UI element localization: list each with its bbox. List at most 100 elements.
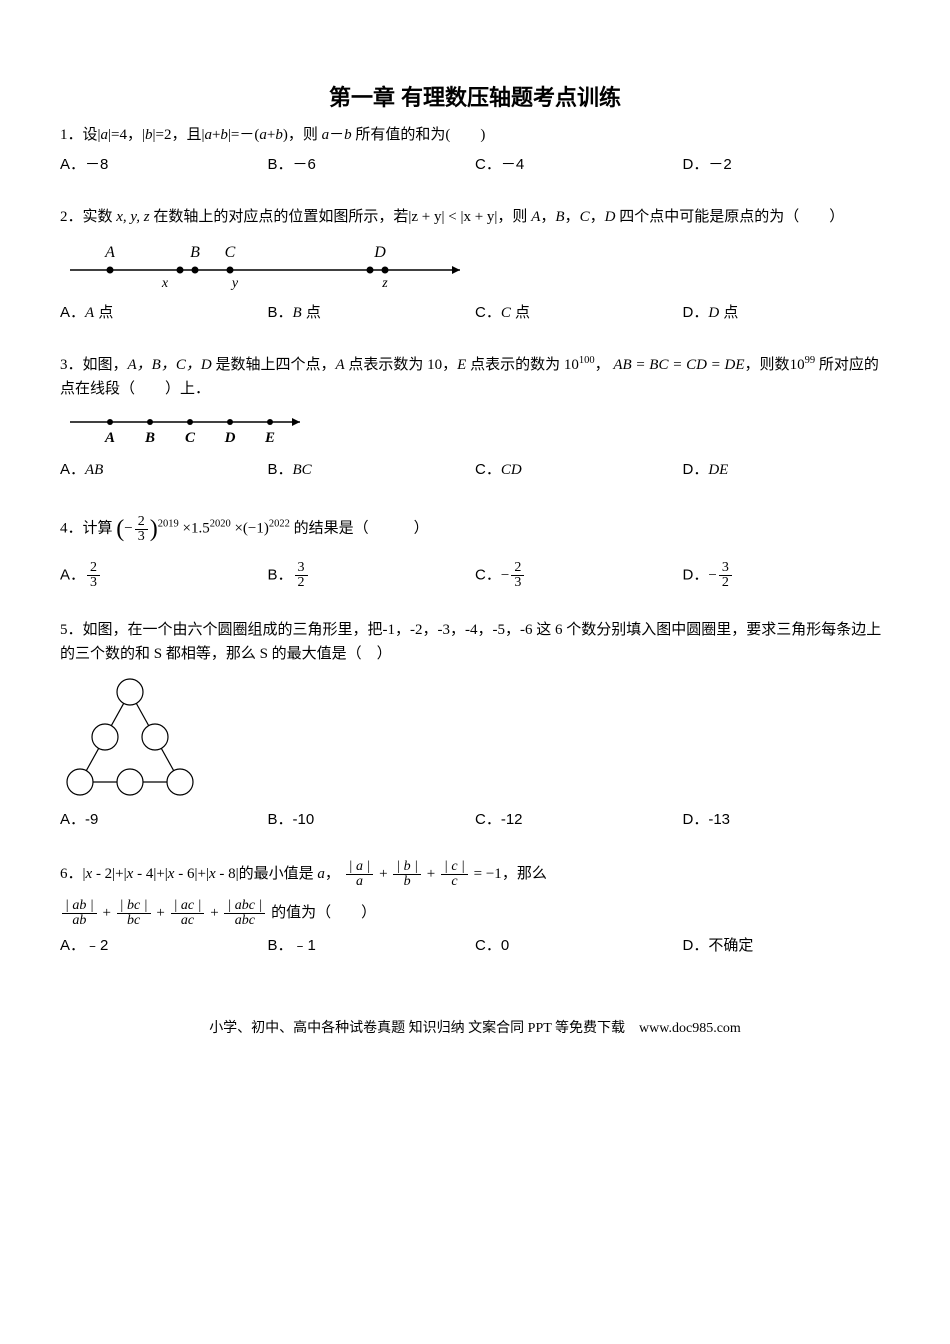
q3-eqs: AB = BC = CD = DE: [613, 357, 744, 373]
q3-number-line: A B C D E: [60, 407, 320, 452]
q3-A: A: [335, 357, 344, 373]
q6-opt-c: C．0: [475, 934, 683, 958]
q4-b-num: 3: [295, 561, 308, 576]
q6-fab-d: ab: [62, 914, 97, 928]
q2-opt-b-val: 点: [302, 304, 321, 321]
q3-t2: 是数轴上四个点，: [212, 357, 336, 373]
q4-options: A．23 B．32 C．−23 D．−32: [60, 561, 890, 590]
question-6: 6．|x - 2|+|x - 4|+|x - 6|+|x - 8|的最小值是 a…: [60, 860, 890, 958]
q1-a2: a: [204, 127, 212, 143]
q2-diag-z: z: [381, 276, 388, 291]
q3-t1: 3．如图，: [60, 357, 128, 373]
q6-fabc-d: abc: [224, 914, 265, 928]
q5-options: A．-9 B．-10 C．-12 D．-13: [60, 808, 890, 832]
q1-a3: a: [259, 127, 267, 143]
q6-stem: 6．|x - 2|+|x - 4|+|x - 6|+|x - 8|的最小值是 a…: [60, 860, 890, 889]
q2-diag-B: B: [190, 244, 200, 261]
q2-opt-a-pre: A: [85, 305, 94, 321]
q3-t5: ，则数: [745, 357, 790, 373]
q4-times: ×1.5: [179, 521, 210, 537]
q2-cond-l: |z + y|: [408, 209, 444, 225]
q5-opt-b: B．-10: [268, 808, 476, 832]
q2-t1: 2．实数: [60, 209, 116, 225]
q4-opt-d: D．−32: [683, 561, 891, 590]
q3-opt-a-val: AB: [85, 462, 103, 478]
q6-p5: +: [206, 905, 222, 921]
q2-cond-lt: <: [444, 209, 460, 225]
q4-b-den: 2: [295, 576, 308, 590]
q4-d-num: 3: [719, 561, 732, 576]
q3-comma: ，: [595, 357, 610, 373]
q2-diag-C: C: [225, 244, 236, 261]
q1-t9: 所有值的和为( ): [352, 127, 486, 143]
q6-p4: +: [153, 905, 169, 921]
q2-diag-D: D: [373, 244, 386, 261]
q6-m4: - 4|+|: [133, 866, 167, 882]
q6-stem2: | ab |ab + | bc |bc + | ac |ac + | abc |…: [60, 899, 890, 928]
q4-t2: 的结果是（ ）: [290, 521, 429, 537]
q3-stem: 3．如图，A，B，C，D 是数轴上四个点，A 点表示数为 10，E 点表示的数为…: [60, 353, 890, 401]
q4-opt-a: A．23: [60, 561, 268, 590]
q1-opt-c: C．－4: [475, 153, 683, 177]
q4-frac: 23: [135, 515, 148, 544]
q2-opt-a: A．A 点: [60, 301, 268, 325]
q2-opt-d-val: 点: [719, 304, 738, 321]
q6-t1: 6．|: [60, 866, 86, 882]
q3-opt-b: B．BC: [268, 458, 476, 482]
q6-fb-n: | b |: [393, 860, 421, 875]
q6-m2: - 2|+|: [92, 866, 126, 882]
q2-stem: 2．实数 x, y, z 在数轴上的对应点的位置如图所示，若|z + y| < …: [60, 205, 890, 229]
q1-a4: a: [322, 127, 330, 143]
q6-comma: ，: [325, 866, 340, 882]
q6-fbc-d: bc: [117, 914, 151, 928]
q4-c-den: 3: [511, 576, 524, 590]
q6-fabc-n: | abc |: [224, 899, 265, 914]
q6-m6: - 6|+|: [174, 866, 208, 882]
q3-diag-A: A: [104, 430, 115, 446]
q3-options: A．AB B．BC C．CD D．DE: [60, 458, 890, 482]
q3-abcd: A，B，C，D: [128, 357, 212, 373]
q6-p3: +: [99, 905, 115, 921]
q1-t3: |=2，且|: [152, 127, 204, 143]
q1-t8: －: [329, 127, 344, 143]
q2-opt-c-val: 点: [511, 304, 530, 321]
q2-t3: ，则: [497, 209, 531, 225]
q6-fc-n: | c |: [441, 860, 468, 875]
q6-fb-d: b: [393, 875, 421, 889]
q2-opt-d-pre: D: [708, 305, 719, 321]
q3-diag-D: D: [224, 430, 236, 446]
q2-A: A: [531, 209, 540, 225]
q4-rparen: ): [150, 516, 158, 542]
q1-stem: 1．设|a|=4，|b|=2，且|a+b|=－(a+b)，则 a－b 所有值的和…: [60, 123, 890, 147]
q1-opt-c-val: －4: [501, 156, 524, 173]
q6-opt-a: A．﹣2: [60, 934, 268, 958]
q5-opt-b-val: -10: [293, 811, 315, 828]
q5-opt-c-val: -12: [501, 811, 523, 828]
q3-opt-d: D．DE: [683, 458, 891, 482]
q5-opt-d: D．-13: [683, 808, 891, 832]
q2-xyz: x, y, z: [116, 209, 149, 225]
q1-a1: a: [101, 127, 109, 143]
q1-options: A．－8 B．－6 C．－4 D．－2: [60, 153, 890, 177]
q1-t1: 1．设|: [60, 127, 101, 143]
q4-c-neg: −: [501, 567, 509, 583]
q4-opt-b: B．32: [268, 561, 476, 590]
q2-opt-b: B．B 点: [268, 301, 476, 325]
q3-diag-C: C: [185, 430, 196, 446]
q6-fab-n: | ab |: [62, 899, 97, 914]
q3-opt-b-val: BC: [293, 462, 312, 478]
q2-number-line: A B C D x y z: [60, 235, 480, 295]
q6-m8: - 8|的最小值是: [216, 866, 318, 882]
q4-f1d: 3: [135, 530, 148, 544]
page-title: 第一章 有理数压轴题考点训练: [60, 80, 890, 115]
q3-opt-c-val: CD: [501, 462, 522, 478]
q4-a-den: 3: [87, 576, 100, 590]
q2-opt-b-pre: B: [293, 305, 302, 321]
q1-b4: b: [344, 127, 352, 143]
q6-opt-d-val: 不确定: [708, 937, 753, 954]
q4-opt-c: C．−23: [475, 561, 683, 590]
q6-fac-n: | ac |: [171, 899, 205, 914]
q1-b3: b: [275, 127, 283, 143]
q6-t2: 的值为（ ）: [267, 905, 376, 921]
q2-B: B: [555, 209, 564, 225]
